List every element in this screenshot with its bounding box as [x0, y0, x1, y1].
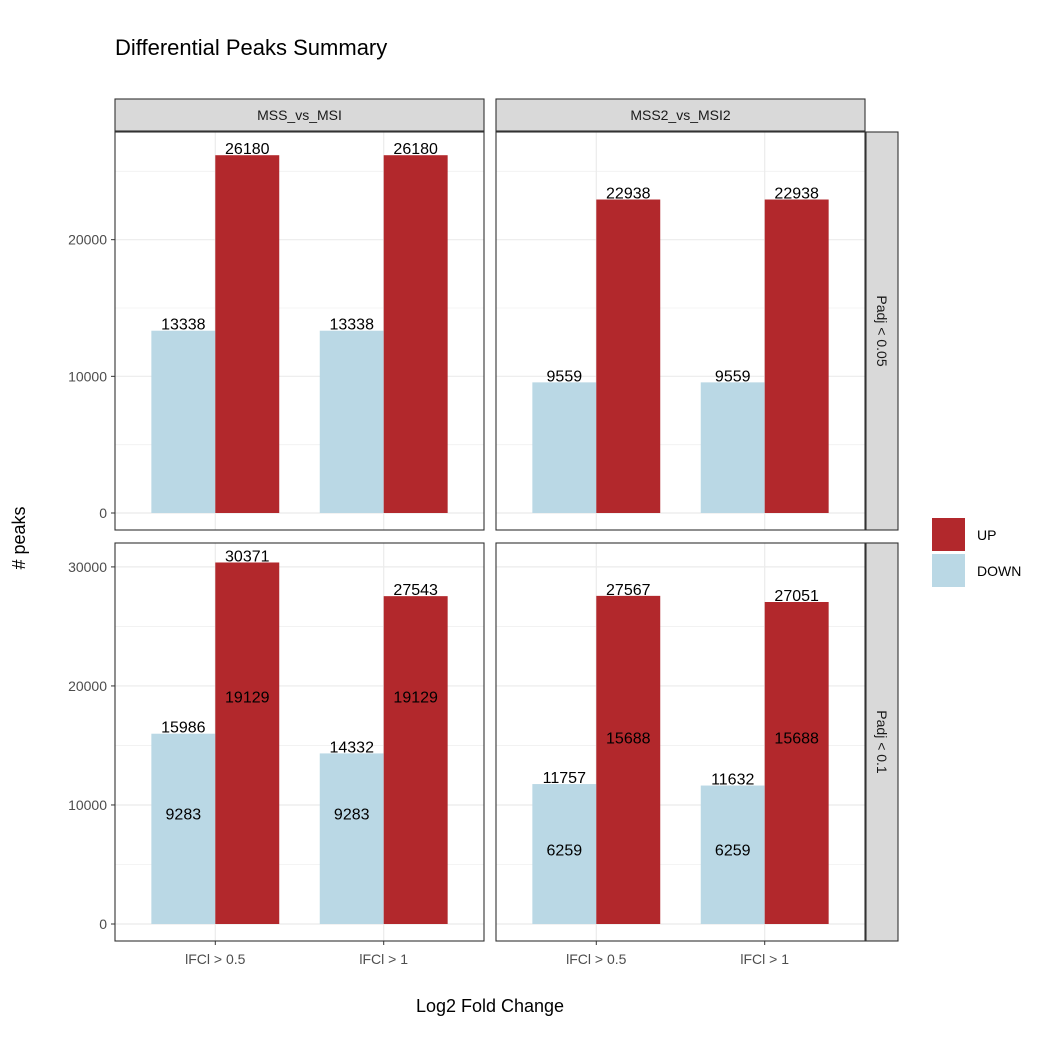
bar-up [764, 199, 829, 513]
bar-inner-label: 6259 [715, 842, 751, 859]
bar-down [700, 785, 765, 924]
y-tick-label: 30000 [68, 559, 107, 575]
row-strip-label: Padj < 0.1 [874, 710, 890, 774]
y-tick-label: 20000 [68, 678, 107, 694]
bar-value-label: 11632 [711, 772, 754, 789]
bar-down [319, 330, 384, 513]
y-tick-label: 0 [99, 505, 107, 521]
panel-border [114, 542, 485, 942]
bar-up [764, 602, 829, 924]
bar-up [383, 596, 448, 924]
panel: 9559 22938 9559 22938 [495, 131, 866, 531]
legend-swatch [932, 518, 965, 551]
y-tick-label: 10000 [68, 797, 107, 813]
bar-up [383, 155, 448, 513]
legend: UP DOWN [932, 518, 1021, 587]
x-tick-label: lFCl > 1 [359, 951, 408, 967]
bar-value-label: 22938 [606, 186, 651, 203]
bar-value-label: 26180 [225, 141, 270, 158]
bar-inner-label: 19129 [225, 689, 270, 706]
bar-down [319, 753, 384, 924]
panel-border [495, 131, 866, 531]
legend-label: DOWN [977, 563, 1021, 579]
bar-up [596, 199, 661, 513]
bar-value-label: 27051 [774, 588, 819, 605]
row-strip [865, 542, 899, 942]
panel-border [114, 131, 485, 531]
bar-inner-label: 15688 [774, 730, 819, 747]
y-tick-label: 20000 [68, 232, 107, 248]
column-strip-label: MSS2_vs_MSI2 [630, 107, 731, 123]
bar-inner-label: 15688 [606, 730, 651, 747]
x-axis-title: Log2 Fold Change [416, 996, 564, 1016]
bar-value-label: 9559 [715, 368, 751, 385]
bar-inner-label: 9283 [334, 807, 370, 824]
bar-inner-label: 6259 [547, 842, 583, 859]
bar-up [596, 595, 661, 924]
bar-value-label: 14332 [329, 739, 374, 756]
bar-value-label: 30371 [225, 548, 270, 565]
bar-value-label: 27543 [393, 582, 438, 599]
row-strip [865, 131, 899, 531]
x-tick-label: lFCl > 0.5 [185, 951, 246, 967]
bar-inner-label: 19129 [393, 689, 438, 706]
y-axis-title: # peaks [9, 506, 29, 569]
legend-swatch [932, 554, 965, 587]
bar-value-label: 27567 [606, 582, 651, 599]
bar-value-label: 13338 [329, 317, 374, 334]
bar-value-label: 13338 [161, 317, 206, 334]
x-tick-label: lFCl > 1 [740, 951, 789, 967]
column-strip [114, 98, 485, 132]
panel: 11757 27567 6259 15688 11632 27051 6259 15688 lF… [495, 542, 866, 967]
bar-down [532, 784, 597, 924]
bar-up [215, 562, 280, 924]
bar-inner-label: 9283 [166, 807, 202, 824]
bar-down [532, 382, 597, 513]
chart-title: Differential Peaks Summary [115, 35, 387, 60]
column-strip [495, 98, 866, 132]
panel-border [495, 542, 866, 942]
bar-value-label: 9559 [547, 368, 583, 385]
bar-up [215, 155, 280, 513]
bar-value-label: 26180 [393, 141, 438, 158]
legend-label: UP [977, 527, 996, 543]
bar-value-label: 11757 [543, 770, 586, 787]
bar-value-label: 15986 [161, 720, 206, 737]
panels: MSS_vs_MSI MSS2_vs_MSI2 Padj < 0.05 Padj < … [68, 98, 899, 967]
bar-down [700, 382, 765, 513]
y-tick-label: 0 [99, 916, 107, 932]
panel: 13338 26180 13338 26180 0 10000 20000 [68, 131, 485, 531]
bar-value-label: 22938 [774, 186, 819, 203]
column-strip-label: MSS_vs_MSI [257, 107, 342, 123]
y-tick-label: 10000 [68, 368, 107, 384]
panel: 15986 30371 9283 19129 14332 27543 9283 19129 0 1… [68, 542, 485, 967]
bar-down [151, 330, 216, 513]
x-tick-label: lFCl > 0.5 [566, 951, 627, 967]
row-strip-label: Padj < 0.05 [874, 295, 890, 366]
bar-down [151, 733, 216, 924]
